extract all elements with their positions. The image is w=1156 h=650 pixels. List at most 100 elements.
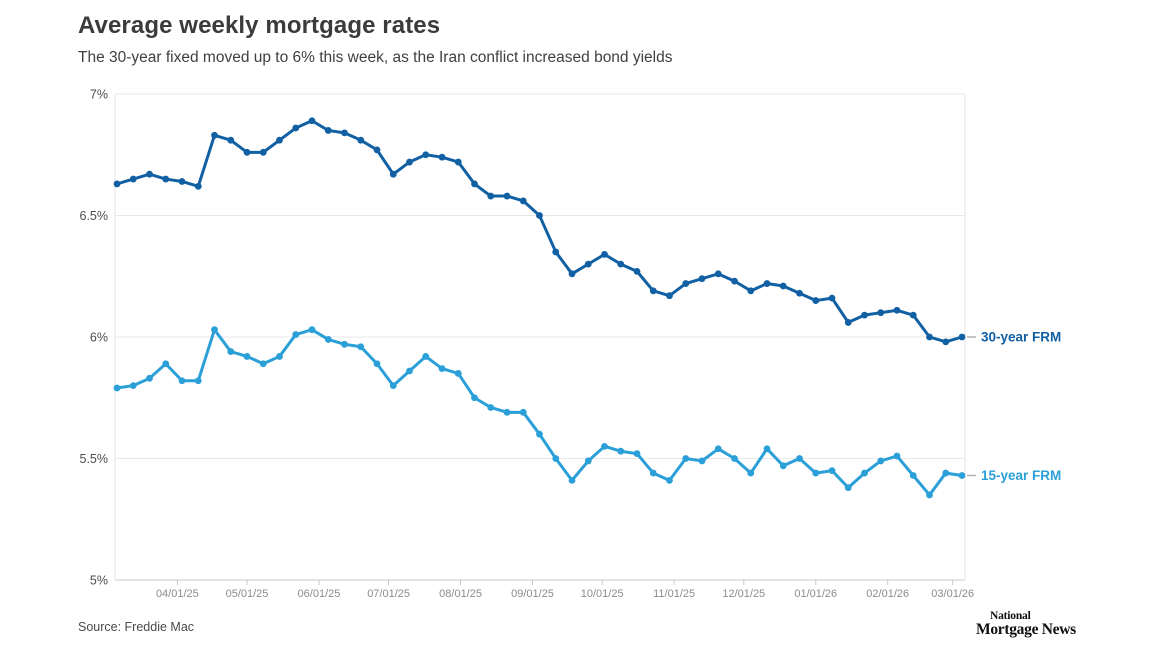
- data-point-30-year-frm: [633, 267, 641, 275]
- data-point-30-year-frm: [536, 212, 543, 219]
- data-point-30-year-frm: [747, 287, 755, 295]
- logo-line-1: National: [990, 610, 1031, 622]
- data-point-15-year-frm: [633, 450, 641, 458]
- data-point-30-year-frm: [731, 277, 738, 285]
- data-point-30-year-frm: [487, 192, 495, 200]
- data-point-15-year-frm: [601, 442, 608, 450]
- data-point-30-year-frm: [227, 136, 235, 144]
- data-point-30-year-frm: [422, 151, 430, 159]
- data-point-15-year-frm: [471, 394, 478, 402]
- x-axis-tick-label: 09/01/25: [511, 588, 554, 600]
- data-point-30-year-frm: [763, 280, 771, 287]
- line-30-year-frm: [115, 119, 964, 344]
- data-point-30-year-frm: [471, 180, 478, 188]
- data-point-30-year-frm: [259, 148, 267, 156]
- y-axis-tick-label: 6.5%: [80, 209, 109, 223]
- data-point-30-year-frm: [194, 182, 202, 190]
- x-axis-tick-label: 11/01/25: [653, 588, 695, 600]
- data-point-30-year-frm: [584, 260, 592, 268]
- x-axis-tick-label: 07/01/25: [367, 588, 410, 600]
- legend-label-30-year-frm: 30-year FRM: [981, 330, 1061, 345]
- data-point-15-year-frm: [812, 469, 820, 477]
- data-point-15-year-frm: [194, 377, 202, 385]
- y-axis-tick-label: 6%: [90, 331, 108, 345]
- data-point-15-year-frm: [666, 476, 673, 484]
- data-point-30-year-frm: [893, 306, 901, 314]
- data-point-15-year-frm: [146, 374, 153, 382]
- data-point-15-year-frm: [893, 452, 901, 460]
- data-point-30-year-frm: [211, 131, 218, 139]
- y-axis-tick-label: 7%: [90, 88, 108, 102]
- data-point-30-year-frm: [779, 282, 787, 290]
- data-point-15-year-frm: [861, 469, 868, 477]
- data-point-30-year-frm: [308, 117, 316, 125]
- data-point-30-year-frm: [828, 294, 836, 302]
- data-point-15-year-frm: [389, 382, 397, 389]
- data-point-15-year-frm: [536, 430, 543, 438]
- legend-label-15-year-frm: 15-year FRM: [981, 468, 1061, 483]
- page-title: Average weekly mortgage rates: [78, 12, 441, 39]
- data-point-15-year-frm: [617, 447, 625, 455]
- x-axis-tick-label: 08/01/25: [439, 588, 482, 600]
- data-point-15-year-frm: [926, 491, 933, 499]
- data-point-30-year-frm: [503, 192, 511, 200]
- data-point-15-year-frm: [958, 472, 966, 479]
- data-point-15-year-frm: [406, 367, 413, 375]
- data-point-30-year-frm: [666, 292, 673, 300]
- x-axis-tick-label: 10/01/25: [581, 588, 624, 600]
- data-point-15-year-frm: [113, 384, 121, 392]
- data-point-30-year-frm: [861, 311, 868, 319]
- data-point-15-year-frm: [844, 484, 852, 492]
- data-point-15-year-frm: [714, 445, 722, 453]
- x-axis-tick-label: 05/01/25: [226, 588, 269, 600]
- data-point-30-year-frm: [146, 170, 153, 178]
- data-point-30-year-frm: [292, 124, 300, 132]
- data-point-15-year-frm: [422, 353, 430, 360]
- data-point-30-year-frm: [357, 136, 365, 144]
- data-point-15-year-frm: [308, 326, 316, 334]
- data-point-15-year-frm: [763, 445, 771, 453]
- data-point-15-year-frm: [454, 370, 462, 377]
- data-point-30-year-frm: [926, 333, 933, 341]
- data-point-30-year-frm: [877, 309, 885, 317]
- data-point-15-year-frm: [487, 404, 495, 411]
- data-point-15-year-frm: [178, 377, 186, 385]
- data-point-30-year-frm: [113, 180, 121, 188]
- data-point-15-year-frm: [162, 360, 170, 368]
- data-point-30-year-frm: [406, 158, 413, 166]
- data-point-15-year-frm: [796, 455, 803, 462]
- data-point-30-year-frm: [129, 175, 137, 183]
- data-point-30-year-frm: [276, 136, 283, 144]
- data-point-15-year-frm: [259, 360, 267, 368]
- data-point-15-year-frm: [292, 331, 300, 338]
- data-point-15-year-frm: [227, 348, 235, 355]
- data-point-15-year-frm: [909, 472, 917, 479]
- data-point-15-year-frm: [649, 469, 657, 477]
- x-axis-tick-label: 06/01/25: [298, 588, 341, 600]
- logo-line-2: Mortgage News: [976, 620, 1076, 638]
- data-point-30-year-frm: [389, 170, 397, 178]
- data-point-15-year-frm: [211, 326, 218, 334]
- data-point-30-year-frm: [714, 270, 722, 278]
- source-attribution: Source: Freddie Mac: [78, 620, 195, 634]
- data-point-15-year-frm: [698, 457, 706, 465]
- data-point-30-year-frm: [649, 287, 657, 295]
- data-point-15-year-frm: [747, 469, 755, 477]
- data-point-30-year-frm: [552, 248, 560, 256]
- data-point-30-year-frm: [617, 260, 625, 268]
- data-point-15-year-frm: [779, 462, 787, 470]
- data-point-15-year-frm: [276, 353, 283, 360]
- data-point-15-year-frm: [568, 476, 576, 484]
- x-axis-tick-label: 04/01/25: [156, 588, 199, 600]
- x-axis-tick-label: 12/01/25: [722, 588, 765, 600]
- data-point-15-year-frm: [503, 408, 511, 416]
- data-point-30-year-frm: [454, 158, 462, 166]
- data-point-30-year-frm: [796, 289, 803, 297]
- data-point-30-year-frm: [958, 333, 966, 341]
- x-axis-tick-label: 01/01/26: [794, 588, 837, 600]
- data-point-30-year-frm: [243, 148, 251, 156]
- data-point-30-year-frm: [162, 175, 170, 183]
- data-point-30-year-frm: [519, 197, 527, 205]
- data-point-15-year-frm: [438, 365, 446, 372]
